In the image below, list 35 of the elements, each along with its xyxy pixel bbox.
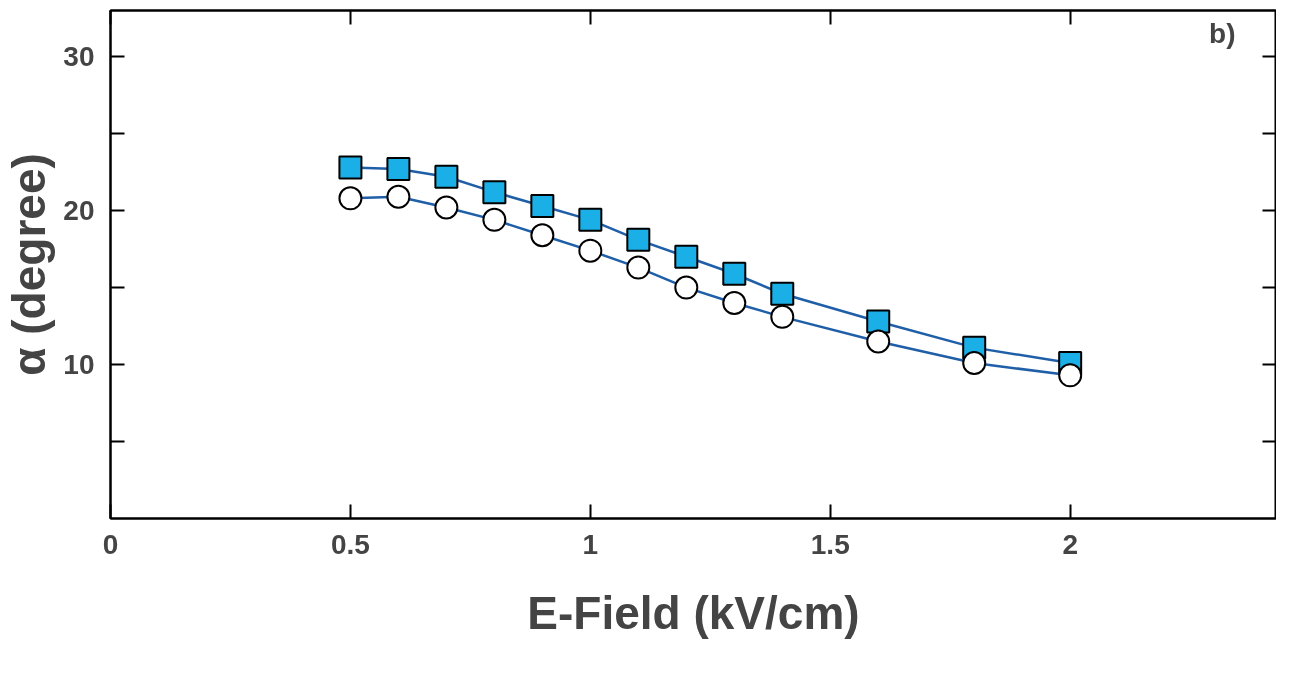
point (530, 223, 555, 248)
point (434, 195, 459, 220)
y-tick-label: 10 (63, 349, 95, 381)
point (338, 155, 363, 180)
point (722, 291, 747, 315)
point (338, 186, 363, 211)
point (578, 238, 603, 263)
y-tick-label: 30 (63, 41, 95, 73)
point (530, 194, 555, 218)
point (386, 184, 411, 209)
point (434, 164, 459, 189)
point (578, 207, 603, 232)
annotation: b) (1209, 17, 1236, 49)
y-axis-title: α (degree) (3, 153, 56, 376)
point (1058, 363, 1083, 388)
point (626, 255, 651, 280)
y-tick-label: 20 (63, 195, 95, 227)
x-tick-label: 1.5 (810, 528, 850, 560)
x-tick-label: 1 (582, 528, 599, 560)
point (482, 207, 507, 232)
x-tick-label: 0.5 (330, 528, 370, 560)
point (770, 281, 795, 306)
point (386, 157, 411, 182)
point (866, 309, 891, 334)
point (674, 244, 699, 269)
x-tick-label: 2 (1062, 528, 1078, 560)
point (770, 304, 795, 329)
point (482, 180, 507, 205)
point (626, 227, 651, 252)
x-axis-title: E-Field (kV/cm) (527, 586, 860, 639)
point (674, 275, 699, 300)
x-tick-label: 0 (102, 528, 119, 560)
point (962, 351, 987, 375)
point (866, 329, 891, 354)
point (722, 261, 747, 286)
